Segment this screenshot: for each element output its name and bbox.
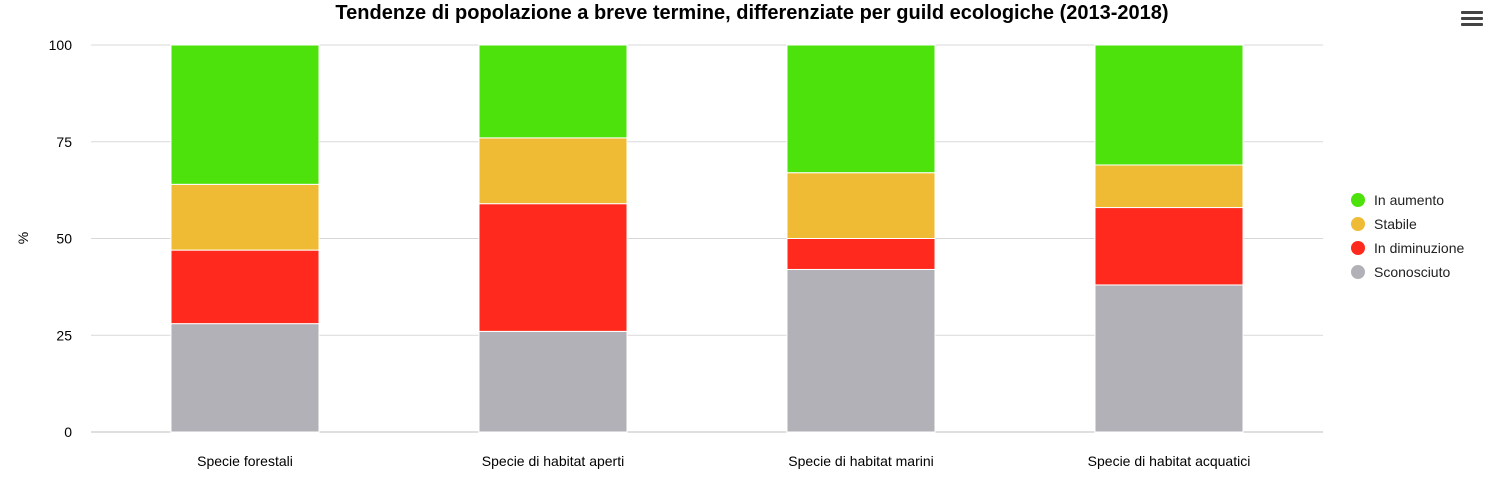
bar-segment[interactable]: [1094, 44, 1244, 166]
menu-line: [1461, 23, 1483, 26]
bar-segment[interactable]: [170, 323, 320, 433]
bar-segment[interactable]: [786, 44, 936, 174]
bar-segment[interactable]: [478, 203, 628, 332]
bar-segment[interactable]: [170, 183, 320, 251]
bar-segment[interactable]: [786, 268, 936, 433]
legend-marker: [1351, 265, 1365, 279]
x-category-label: Specie forestali: [197, 453, 293, 469]
bar-segment[interactable]: [786, 238, 936, 270]
bar-segment[interactable]: [170, 44, 320, 185]
bar-segment[interactable]: [478, 44, 628, 139]
legend-label: Sconosciuto: [1374, 264, 1450, 280]
bar-segment[interactable]: [170, 249, 320, 325]
y-tick-label: 100: [49, 37, 73, 53]
x-category-label: Specie di habitat marini: [788, 453, 934, 469]
legend-label: Stabile: [1374, 216, 1417, 232]
menu-line: [1461, 11, 1483, 14]
legend-marker: [1351, 193, 1365, 207]
legend-item[interactable]: In diminuzione: [1351, 240, 1464, 256]
y-tick-label: 25: [56, 327, 72, 343]
bar-segment[interactable]: [478, 330, 628, 433]
x-category-label: Specie di habitat aperti: [482, 453, 624, 469]
legend-marker: [1351, 241, 1365, 255]
legend-item[interactable]: In aumento: [1351, 192, 1444, 208]
y-axis-label: %: [15, 232, 31, 244]
y-tick-label: 0: [64, 424, 72, 440]
y-tick-label: 50: [56, 231, 72, 247]
legend: In aumento Stabile In diminuzione Sconosciu…: [1351, 192, 1464, 280]
menu-line: [1461, 17, 1483, 20]
x-axis-categories: Specie forestali Specie di habitat aperti…: [197, 453, 1250, 469]
bars: [170, 44, 1244, 433]
legend-marker: [1351, 217, 1365, 231]
bar-segment[interactable]: [478, 137, 628, 205]
legend-item[interactable]: Sconosciuto: [1351, 264, 1450, 280]
bar-segment[interactable]: [786, 172, 936, 240]
legend-label: In diminuzione: [1374, 240, 1464, 256]
y-axis-ticks: 0 25 50 75 100: [49, 37, 73, 440]
y-tick-label: 75: [56, 134, 72, 150]
bar-segment[interactable]: [1094, 207, 1244, 286]
x-category-label: Specie di habitat acquatici: [1088, 453, 1251, 469]
legend-item[interactable]: Stabile: [1351, 216, 1417, 232]
legend-label: In aumento: [1374, 192, 1444, 208]
chart-title: Tendenze di popolazione a breve termine,…: [335, 2, 1168, 24]
bar-segment[interactable]: [1094, 284, 1244, 433]
bar-segment[interactable]: [1094, 164, 1244, 209]
hamburger-menu-icon[interactable]: [1458, 8, 1486, 30]
